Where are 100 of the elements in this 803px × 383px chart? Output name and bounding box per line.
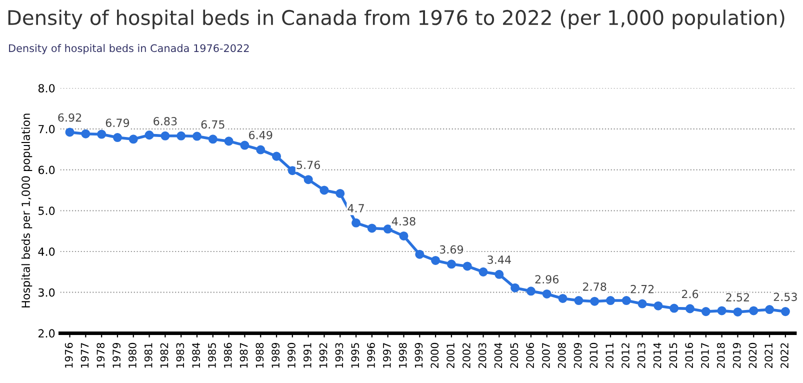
data-label: 6.75 <box>201 120 224 129</box>
y-tick-label: 6.0 <box>38 166 55 174</box>
x-tick-label: 1977 <box>80 343 89 368</box>
point <box>383 224 392 234</box>
x-tick-label: 2014 <box>653 342 662 368</box>
data-label: 3.44 <box>488 255 511 264</box>
point <box>542 289 552 299</box>
point <box>654 301 663 310</box>
x-tick-label: 1998 <box>398 342 407 368</box>
point <box>431 256 440 266</box>
point <box>685 304 695 314</box>
x-tick-label: 1983 <box>176 343 184 368</box>
point <box>733 307 742 316</box>
x-tick-label: 2000 <box>430 342 439 368</box>
point <box>574 296 584 306</box>
x-tick-label: 1988 <box>256 342 264 368</box>
x-tick-label: 2008 <box>558 342 566 368</box>
data-label: 6.83 <box>154 117 177 126</box>
point <box>256 145 266 154</box>
x-tick-label: 2020 <box>748 342 757 368</box>
y-axis-title: Hospital beds per 1,000 population <box>21 114 32 308</box>
data-label: 4.7 <box>348 204 364 212</box>
point <box>780 307 790 316</box>
data-label: 2.78 <box>583 282 606 291</box>
point <box>367 224 376 233</box>
data-label: 2.52 <box>726 293 749 302</box>
x-tick-label: 1997 <box>382 343 391 368</box>
point <box>590 296 600 306</box>
x-tick-label: 1996 <box>367 342 375 368</box>
x-tick-label: 1987 <box>240 343 248 368</box>
point <box>478 267 488 276</box>
point <box>670 304 679 313</box>
point <box>415 250 424 259</box>
x-tick-label: 2009 <box>574 342 582 368</box>
x-tick-label: 1976 <box>64 342 73 368</box>
x-tick-label: 2011 <box>606 343 614 368</box>
data-label: 4.38 <box>392 217 416 226</box>
point <box>510 283 520 292</box>
x-tick-label: 2022 <box>780 343 788 368</box>
x-tick-label: 2013 <box>637 343 646 368</box>
point <box>446 260 456 269</box>
point <box>192 132 202 141</box>
data-label: 6.79 <box>106 118 130 128</box>
x-tick-label: 1979 <box>112 342 120 368</box>
x-tick-label: 1981 <box>144 343 152 368</box>
x-tick-label: 1985 <box>208 343 216 368</box>
x-tick-label: 2001 <box>446 343 454 368</box>
x-tick-label: 2012 <box>622 343 630 368</box>
x-tick-label: 2007 <box>542 343 550 368</box>
point <box>160 131 170 140</box>
x-tick-label: 1991 <box>303 343 312 368</box>
data-label: 5.76 <box>296 160 320 170</box>
x-tick-label: 1980 <box>128 342 136 368</box>
point <box>240 140 250 150</box>
point <box>765 305 774 314</box>
point <box>399 231 408 240</box>
point <box>638 299 647 308</box>
point <box>320 186 329 195</box>
data-label: 2.72 <box>630 284 654 294</box>
chart-subtitle: Density of hospital beds in Canada 1976-2022 <box>9 44 249 54</box>
point <box>622 296 631 306</box>
point <box>462 262 472 271</box>
point <box>494 270 504 279</box>
chart-title: Density of hospital beds in Canada from 1976 to 2022 (per 1,000 population) <box>8 10 784 30</box>
x-tick-label: 1982 <box>160 343 168 368</box>
x-tick-label: 2021 <box>764 343 773 368</box>
point <box>97 130 106 139</box>
point <box>336 188 345 198</box>
point <box>304 175 313 184</box>
point <box>701 307 710 316</box>
point <box>717 306 726 316</box>
x-tick-label: 2017 <box>701 343 709 368</box>
data-label: 2.96 <box>535 275 559 284</box>
x-tick-label: 2015 <box>669 343 678 368</box>
x-tick-label: 1978 <box>96 342 105 368</box>
point <box>81 129 90 138</box>
y-tick-label: 7.0 <box>38 124 55 134</box>
x-tick-label: 1989 <box>272 342 280 368</box>
x-tick-label: 1990 <box>288 342 296 368</box>
point <box>208 134 218 144</box>
point <box>144 130 154 140</box>
point <box>749 306 758 316</box>
data-label: 3.69 <box>440 245 464 254</box>
x-tick-label: 2004 <box>494 342 502 368</box>
x-tick-label: 2002 <box>462 343 470 368</box>
x-tick-label: 1999 <box>414 342 423 368</box>
x-tick-label: 1984 <box>192 342 200 368</box>
point <box>128 134 138 144</box>
data-label: 6.49 <box>249 130 272 140</box>
x-tick-label: 1993 <box>335 343 344 368</box>
x-tick-label: 2016 <box>685 342 694 368</box>
y-tick-label: 5.0 <box>38 206 55 216</box>
x-tick-label: 2005 <box>510 343 518 368</box>
y-tick-label: 2.0 <box>38 329 55 338</box>
x-tick-label: 2003 <box>478 343 486 368</box>
x-tick-label: 2018 <box>716 342 725 368</box>
point <box>606 296 616 306</box>
data-label: 2.6 <box>682 290 698 298</box>
point <box>112 133 122 142</box>
x-tick-label: 2010 <box>590 342 598 368</box>
